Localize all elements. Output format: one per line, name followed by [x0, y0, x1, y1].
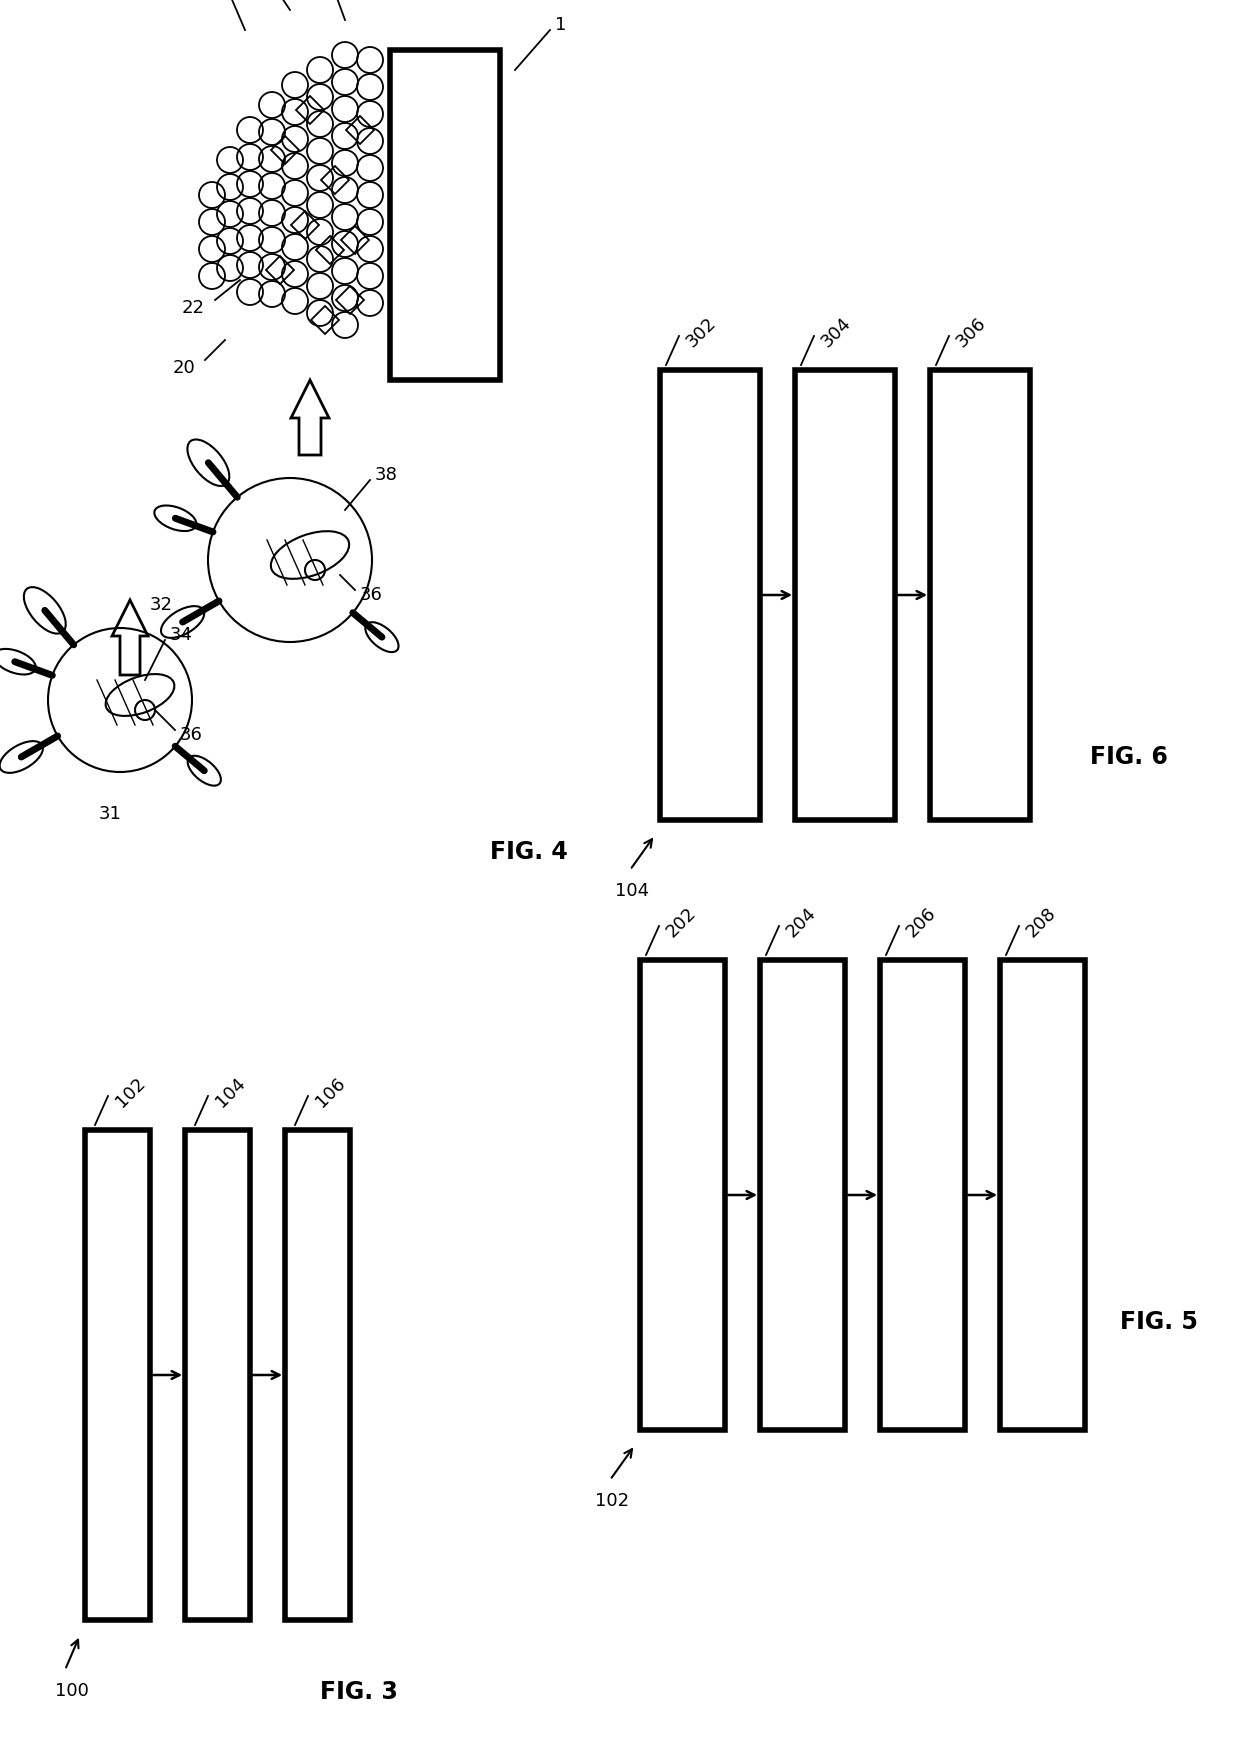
Bar [391, 51, 500, 380]
Bar [285, 1130, 350, 1620]
Text: 22: 22 [182, 298, 205, 317]
Bar [185, 1130, 250, 1620]
Text: 104: 104 [615, 882, 649, 900]
Text: 306: 306 [954, 314, 990, 351]
Bar [760, 959, 844, 1430]
Bar [640, 959, 725, 1430]
Text: 100: 100 [55, 1681, 89, 1700]
Text: 36: 36 [180, 726, 203, 745]
Text: 38: 38 [374, 466, 398, 485]
Text: 302: 302 [683, 314, 720, 351]
Text: 208: 208 [1023, 903, 1060, 940]
Text: 204: 204 [782, 903, 820, 940]
Text: 1: 1 [556, 16, 567, 33]
Text: 36: 36 [360, 586, 383, 603]
Text: 202: 202 [663, 903, 699, 940]
Bar [86, 1130, 150, 1620]
Text: 31: 31 [98, 806, 122, 823]
Bar [930, 370, 1030, 820]
Text: FIG. 4: FIG. 4 [490, 841, 568, 863]
Bar [795, 370, 895, 820]
Text: 102: 102 [112, 1074, 149, 1111]
Bar [880, 959, 965, 1430]
Text: FIG. 5: FIG. 5 [1120, 1310, 1198, 1334]
Bar [999, 959, 1085, 1430]
Text: 34: 34 [170, 626, 193, 644]
Text: FIG. 6: FIG. 6 [1090, 745, 1168, 769]
Text: 206: 206 [903, 903, 940, 940]
Text: 104: 104 [212, 1074, 249, 1111]
Text: 102: 102 [595, 1493, 629, 1510]
Text: 32: 32 [150, 596, 174, 614]
Text: 20: 20 [172, 359, 195, 377]
Bar [660, 370, 760, 820]
Text: 304: 304 [818, 314, 854, 351]
Text: FIG. 3: FIG. 3 [320, 1679, 398, 1704]
Text: 106: 106 [312, 1074, 348, 1111]
